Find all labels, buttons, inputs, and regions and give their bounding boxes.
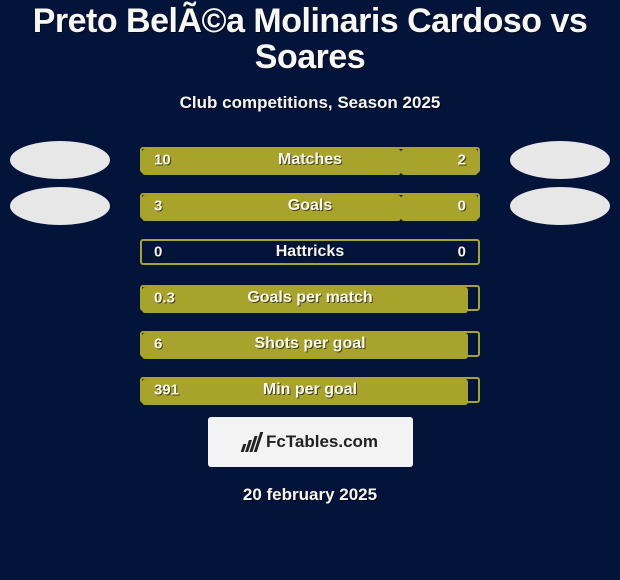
stat-track: 391Min per goal bbox=[140, 377, 480, 403]
stat-track: 102Matches bbox=[140, 147, 480, 173]
stat-track: 30Goals bbox=[140, 193, 480, 219]
stat-track: 00Hattricks bbox=[140, 239, 480, 265]
page-title: Preto BelÃ©a Molinaris Cardoso vs Soares bbox=[0, 4, 620, 75]
player-avatar-left bbox=[10, 141, 110, 179]
logo-text: FcTables.com bbox=[266, 432, 378, 452]
stat-row: 30Goals bbox=[0, 193, 620, 219]
stat-track: 0.3Goals per match bbox=[140, 285, 480, 311]
subtitle: Club competitions, Season 2025 bbox=[0, 93, 620, 113]
stat-label: Shots per goal bbox=[142, 335, 478, 353]
stat-label: Matches bbox=[142, 151, 478, 169]
stat-row: 0.3Goals per match bbox=[0, 285, 620, 311]
logo-stripes-icon bbox=[242, 432, 260, 452]
player-avatar-left bbox=[10, 187, 110, 225]
player-avatar-right bbox=[510, 187, 610, 225]
stat-label: Goals bbox=[142, 197, 478, 215]
player-avatar-right bbox=[510, 141, 610, 179]
stat-row: 00Hattricks bbox=[0, 239, 620, 265]
stat-row: 6Shots per goal bbox=[0, 331, 620, 357]
stat-row: 391Min per goal bbox=[0, 377, 620, 403]
stat-label: Hattricks bbox=[142, 243, 478, 261]
fctables-logo: FcTables.com bbox=[208, 417, 413, 467]
stat-label: Goals per match bbox=[142, 289, 478, 307]
stats-area: 102Matches 30Goals 00Hattricks 0.3Goals per… bbox=[0, 147, 620, 403]
stat-label: Min per goal bbox=[142, 381, 478, 399]
date-label: 20 february 2025 bbox=[0, 485, 620, 505]
stat-track: 6Shots per goal bbox=[140, 331, 480, 357]
stat-row: 102Matches bbox=[0, 147, 620, 173]
